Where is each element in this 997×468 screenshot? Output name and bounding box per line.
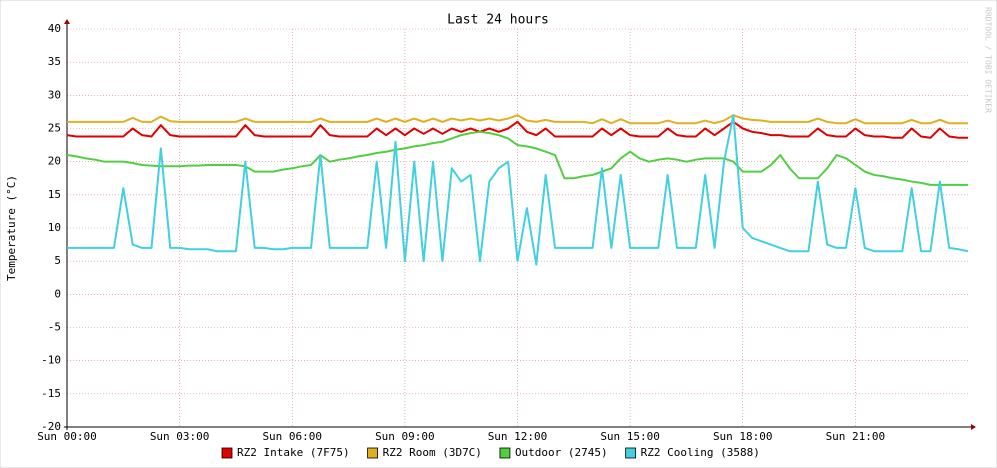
y-tick-label: 20: [48, 155, 61, 168]
y-tick-label: -20: [41, 420, 61, 433]
y-tick-label: 15: [48, 188, 61, 201]
data-line: [66, 130, 968, 186]
y-tick-label: 10: [48, 221, 61, 234]
y-tick-label: -10: [41, 354, 61, 367]
x-tick-label: Sun 09:00: [375, 430, 435, 443]
x-tick-label: Sun 21:00: [826, 430, 886, 443]
y-tick-label: 25: [48, 122, 61, 135]
legend-label: RZ2 Intake (7F75): [237, 446, 350, 459]
y-tick-label: 30: [48, 88, 61, 101]
y-tick-label: 0: [54, 287, 61, 300]
x-tick-label: Sun 06:00: [262, 430, 322, 443]
legend-swatch: [625, 447, 637, 459]
y-tick-label: -15: [41, 387, 61, 400]
watermark: RRDTOOL / TOBI OETIKER: [984, 7, 993, 113]
x-tick-label: Sun 12:00: [488, 430, 548, 443]
y-tick-label: 35: [48, 55, 61, 68]
legend-swatch: [221, 447, 233, 459]
y-tick-label: 40: [48, 22, 61, 35]
y-tick-label: -5: [48, 321, 61, 334]
legend-swatch: [367, 447, 378, 459]
x-tick-label: Sun 00:00: [37, 430, 97, 443]
x-tick-label: Sun 03:00: [150, 430, 210, 443]
y-axis-label: Temperature (°C): [5, 175, 18, 281]
legend-label: Outdoor (2745): [515, 446, 608, 459]
x-tick-label: Sun 18:00: [713, 430, 773, 443]
data-line: [67, 114, 968, 125]
data-line: [66, 120, 968, 139]
data-line: [67, 114, 969, 266]
legend-swatch: [499, 447, 511, 459]
axis-arrow: [971, 424, 976, 430]
legend-label: RZ2 Cooling (3588): [641, 446, 760, 459]
x-tick-label: Sun 15:00: [600, 430, 660, 443]
y-tick-label: 5: [54, 254, 61, 267]
axis-arrow: [64, 19, 70, 24]
legend-label: RZ2 Room (3D7C): [383, 446, 482, 459]
chart-title: Last 24 hours: [447, 13, 549, 28]
